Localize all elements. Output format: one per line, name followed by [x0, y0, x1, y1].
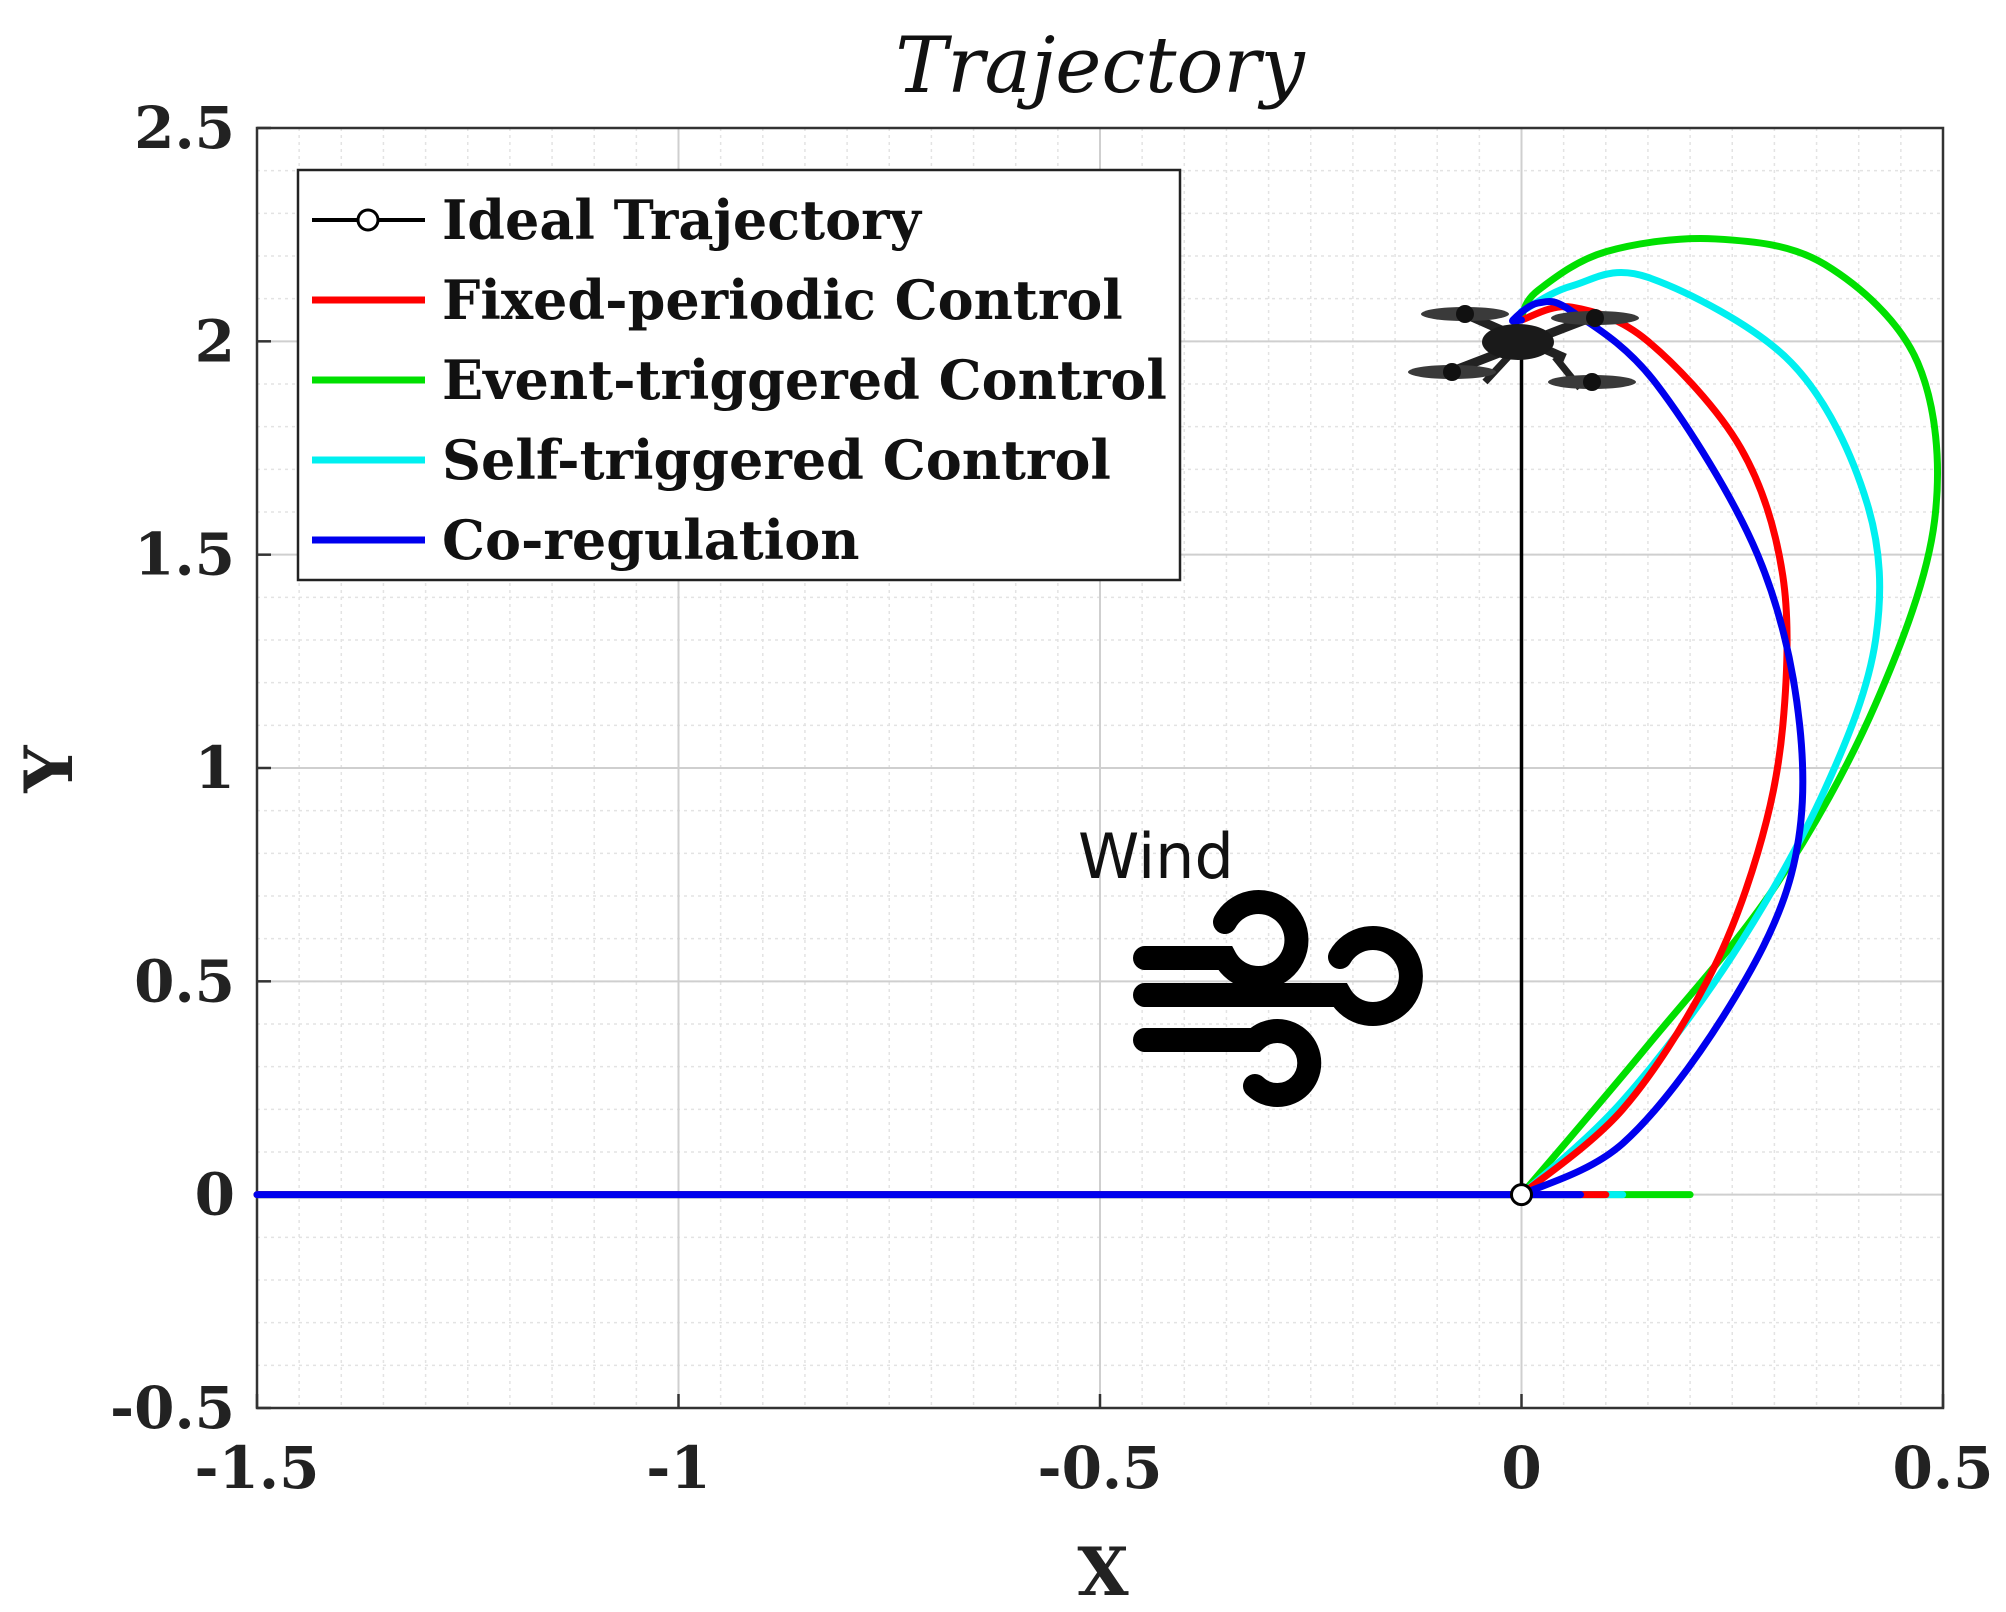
y-axis-label: Y	[10, 745, 88, 794]
y-tick-label: 1	[195, 734, 235, 802]
legend-label: Fixed-periodic Control	[442, 268, 1123, 332]
y-tick-label: 2	[195, 307, 235, 375]
x-tick-label: -1.5	[195, 1434, 320, 1502]
y-tick-label: 0.5	[134, 947, 235, 1015]
series-layer	[253, 235, 1941, 1207]
x-tick-label: -1	[646, 1434, 710, 1502]
legend: Ideal Trajectory Fixed-periodic Control Ev…	[296, 168, 1182, 582]
x-tick-label: -0.5	[1038, 1434, 1163, 1502]
legend-item-self-triggered-control: Self-triggered Control	[312, 428, 1111, 492]
wind-label: Wind	[1078, 820, 1234, 893]
drone-icon	[1408, 305, 1639, 391]
wind-icon	[1133, 890, 1423, 1107]
y-tick-label: 1.5	[134, 521, 235, 589]
legend-item-event-triggered-control: Event-triggered Control	[312, 348, 1167, 412]
legend-label: Ideal Trajectory	[442, 188, 923, 252]
series-fixed-periodic-control	[1518, 303, 1791, 1199]
legend-label: Event-triggered Control	[442, 348, 1167, 412]
series-co-regulation	[1509, 297, 1807, 1199]
x-axis-label: X	[1077, 1533, 1129, 1611]
legend-box	[296, 168, 1182, 582]
chart-title: Trajectory	[895, 21, 1305, 111]
legend-items: Ideal Trajectory Fixed-periodic Control Ev…	[312, 188, 1167, 572]
y-tick-label: 0	[195, 1161, 235, 1229]
legend-item-fixed-periodic-control: Fixed-periodic Control	[312, 268, 1123, 332]
legend-label: Co-regulation	[442, 508, 859, 572]
legend-item-co-regulation: Co-regulation	[312, 508, 859, 572]
y-tick-label: -0.5	[110, 1374, 235, 1442]
x-axis-ticks: -1.5 -1 -0.5 0 0.5	[195, 1394, 1994, 1502]
x-tick-label: 0.5	[1893, 1434, 1994, 1502]
ideal-trajectory-marker	[1510, 1183, 1533, 1207]
legend-label: Self-triggered Control	[442, 428, 1111, 492]
y-tick-label: 2.5	[134, 94, 235, 162]
legend-marker	[356, 208, 380, 232]
x-tick-label: 0	[1501, 1434, 1541, 1502]
y-axis-ticks: -0.5 0 0.5 1 1.5 2 2.5	[110, 94, 271, 1442]
legend-item-ideal-trajectory: Ideal Trajectory	[312, 188, 923, 252]
